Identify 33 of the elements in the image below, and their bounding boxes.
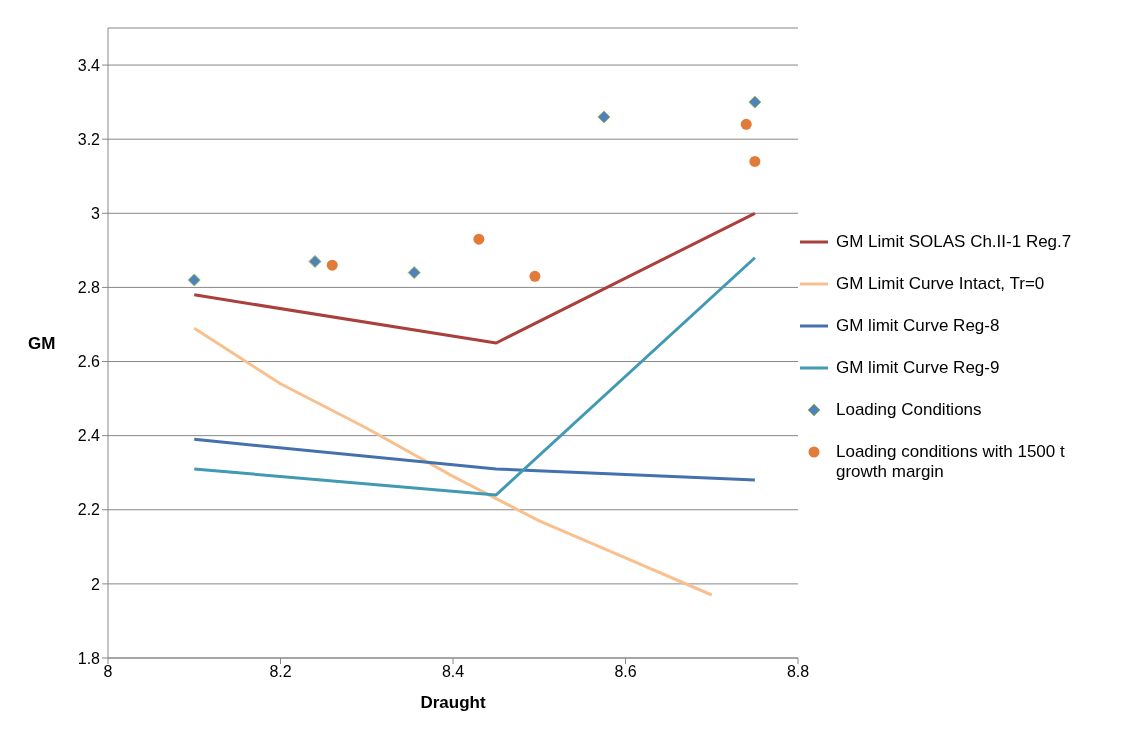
- point: [529, 270, 541, 282]
- line-series: [192, 326, 714, 597]
- point: [326, 259, 338, 271]
- y-tick-label: 3.2: [77, 130, 101, 148]
- legend-label: GM limit Curve Reg-8: [836, 316, 1000, 336]
- x-tick-label: 8.6: [614, 663, 637, 681]
- legend-label: Loading Conditions: [836, 400, 982, 420]
- legend-label: GM Limit SOLAS Ch.II-1 Reg.7: [836, 232, 1072, 252]
- x-axis-title: Draught: [420, 693, 486, 712]
- point: [473, 233, 485, 245]
- y-tick-label: 2.8: [77, 279, 101, 297]
- x-tick-label: 8.2: [269, 663, 292, 681]
- y-tick-label: 2.6: [77, 353, 101, 371]
- point: [749, 155, 761, 167]
- legend-label: GM limit Curve Reg-9: [836, 358, 1000, 378]
- legend-label: GM Limit Curve Intact, Tr=0: [836, 274, 1045, 294]
- y-tick-label: 2.2: [77, 501, 101, 519]
- x-tick-label: 8.4: [441, 663, 465, 681]
- y-tick-label: 1.8: [77, 649, 101, 667]
- legend-label: Loading conditions with 1500 t growth margin: [836, 442, 1066, 482]
- x-tick-label: 8: [103, 663, 113, 681]
- y-axis-title: GM: [28, 334, 56, 354]
- point: [187, 273, 201, 287]
- point: [597, 110, 611, 124]
- y-tick-label: 3: [91, 204, 101, 222]
- point: [407, 266, 421, 280]
- point: [308, 254, 322, 268]
- y-tick-label: 3.4: [77, 56, 101, 74]
- point: [748, 95, 762, 109]
- y-tick-label: 2.4: [77, 427, 101, 445]
- x-tick-label: 8.8: [786, 663, 810, 681]
- y-tick-label: 2: [91, 575, 101, 593]
- point: [740, 118, 752, 130]
